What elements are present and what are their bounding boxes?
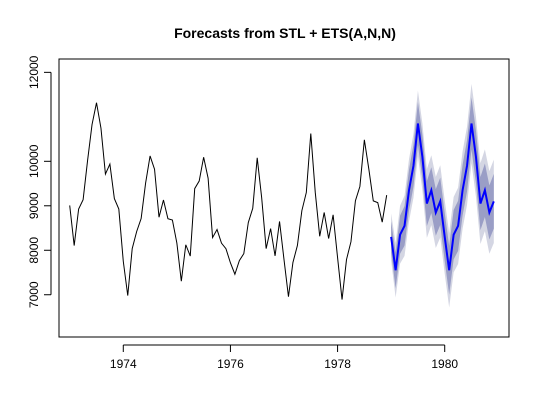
- y-tick-label: 10000: [27, 144, 41, 178]
- y-tick-label: 8000: [27, 237, 41, 264]
- x-tick-label: 1976: [217, 357, 244, 371]
- history-series: [69, 102, 388, 300]
- y-axis: 7000 8000 9000 10000 12000: [27, 55, 52, 308]
- y-tick-label: 9000: [27, 192, 41, 219]
- y-tick-label: 7000: [27, 281, 41, 308]
- x-tick-label: 1980: [431, 357, 458, 371]
- x-tick-label: 1974: [110, 357, 137, 371]
- forecast-mean-series: [390, 123, 495, 271]
- x-axis: 1974 1976 1978 1980: [110, 344, 458, 371]
- chart-title: Forecasts from STL + ETS(A,N,N): [174, 25, 396, 41]
- plot-frame: [58, 58, 510, 338]
- history-line: [69, 102, 388, 300]
- prediction-interval-80: [391, 97, 494, 295]
- y-tick-label: 12000: [27, 55, 41, 89]
- x-tick-label: 1978: [324, 357, 351, 371]
- forecast-mean-line: [390, 123, 495, 271]
- band-80: [391, 97, 494, 295]
